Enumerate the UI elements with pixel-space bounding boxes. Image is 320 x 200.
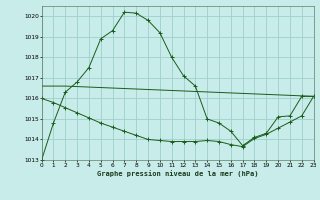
X-axis label: Graphe pression niveau de la mer (hPa): Graphe pression niveau de la mer (hPa) <box>97 170 258 177</box>
